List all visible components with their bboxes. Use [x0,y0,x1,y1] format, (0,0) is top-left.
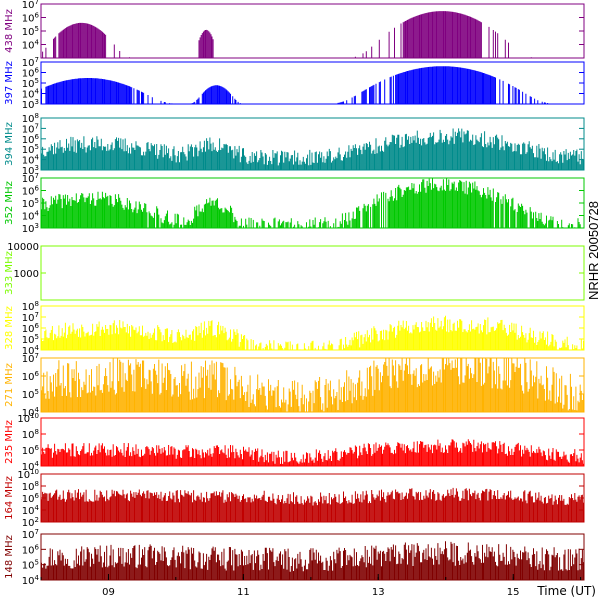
y-tick-label: 105 [22,388,39,401]
chart-side-title: NRHR 20050728 [586,200,600,300]
y-tick-label: 1000 [14,269,39,280]
panel-148-mhz: 104 105 106 107 148 MHz [4,528,585,587]
frequency-label: 148 MHz [4,535,15,579]
panel-frame [40,61,585,105]
y-tick-label: 107 [22,0,39,11]
frequency-label: 328 MHz [4,306,15,350]
x-tick-label: 13 [372,587,385,598]
flux-bars [41,315,584,350]
y-tick-label: 105 [22,25,39,38]
frequency-label: 333 MHz [4,251,15,295]
x-axis-label: Time (UT) [536,584,596,598]
frequency-label: 352 MHz [4,181,15,225]
x-tick-label: 11 [237,587,250,598]
frequency-label: 394 MHz [4,122,15,166]
flux-bars [41,439,584,466]
frequency-label: 397 MHz [4,61,15,105]
y-tick-label: 106 [22,370,40,383]
y-tick-label: 105 [22,197,39,210]
x-tick-label: 09 [102,587,115,598]
frequency-label: 438 MHz [4,9,15,53]
flux-bars [41,66,555,104]
y-tick-label: 10000 [7,242,39,253]
y-tick-label: 103 [22,222,39,235]
y-tick-label: 107 [22,352,39,365]
frequency-label: 271 MHz [4,363,15,407]
panel-frame [40,3,585,59]
flux-bars [41,358,584,412]
panel-frame [40,245,585,301]
y-tick-label: 107 [22,172,39,185]
flux-bars [42,11,532,58]
y-tick-label: 107 [22,528,39,541]
y-tick-label: 106 [22,12,40,25]
y-tick-label: 105 [22,559,39,572]
frequency-label: 235 MHz [4,420,15,464]
y-tick-label: 108 [22,428,39,441]
y-tick-label: 106 [22,185,40,198]
y-tick-label: 106 [22,444,40,457]
y-tick-label: 104 [22,574,40,587]
y-tick-label: 1010 [17,412,39,425]
panel-frame [40,417,585,467]
y-tick-label: 104 [22,210,40,223]
y-tick-label: 106 [22,543,40,556]
x-tick-label: 15 [507,587,520,598]
frequency-label: 164 MHz [4,476,15,520]
flux-bars [41,178,581,228]
flux-bars [41,541,584,580]
flux-bars [41,128,584,170]
y-tick-label: 104 [22,39,40,52]
flux-bars [41,487,584,522]
